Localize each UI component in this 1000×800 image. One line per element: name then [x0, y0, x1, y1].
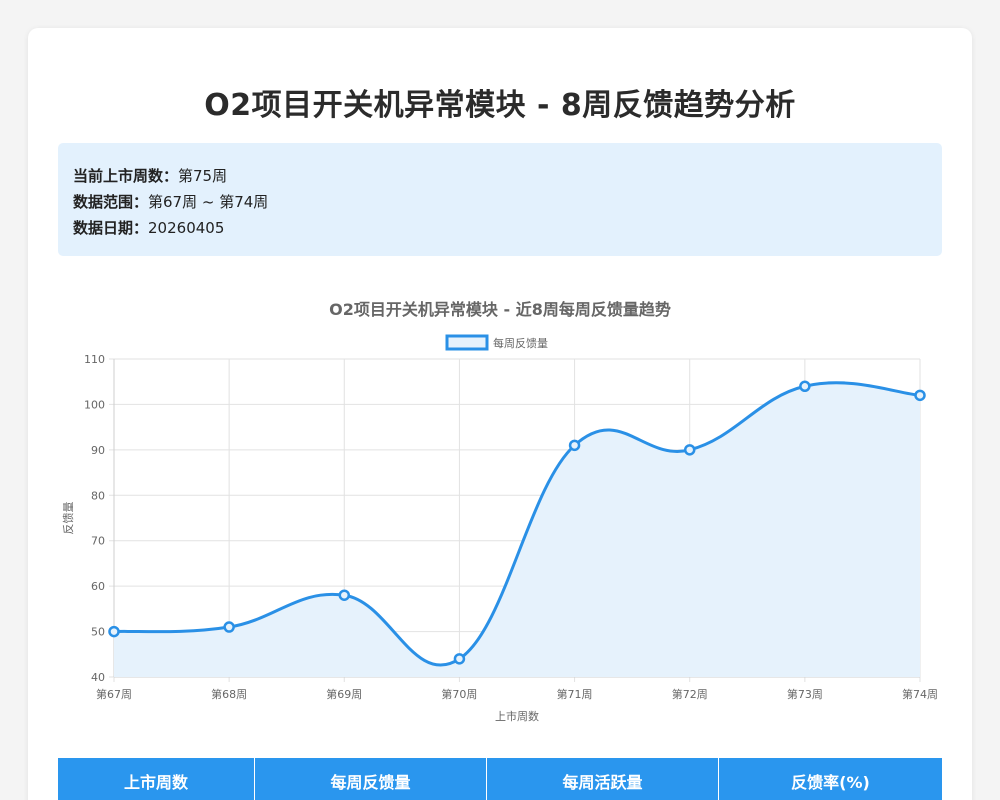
y-tick-label: 70: [91, 535, 105, 548]
x-tick-label: 第74周: [902, 687, 938, 701]
legend-swatch: [445, 334, 489, 351]
chart-title: O2项目开关机异常模块 - 近8周每周反馈量趋势: [329, 300, 671, 319]
x-tick-label: 第68周: [211, 687, 247, 701]
data-point: [223, 621, 235, 633]
info-range: 数据范围：第67周 ~ 第74周: [73, 189, 927, 215]
table-header-feedback[interactable]: 每周反馈量: [255, 758, 487, 800]
info-current-week: 当前上市周数：第75周: [73, 163, 927, 189]
series-area: [114, 382, 920, 677]
data-point: [568, 439, 581, 452]
x-tick-label: 第72周: [672, 687, 708, 701]
y-tick-label: 40: [91, 671, 105, 684]
y-tick-label: 90: [91, 444, 105, 457]
data-point: [914, 389, 926, 402]
y-axis-title: 反馈量: [62, 502, 75, 535]
info-date-value: 20260405: [148, 219, 225, 237]
x-tick-label: 第67周: [96, 687, 132, 701]
y-tick-label: 80: [91, 489, 105, 502]
info-current-week-label: 当前上市周数：: [73, 167, 179, 185]
series-line: [113, 381, 921, 667]
x-axis-title: 上市周数: [495, 709, 539, 723]
data-point: [683, 444, 696, 456]
info-panel: 当前上市周数：第75周 数据范围：第67周 ~ 第74周 数据日期：202604…: [58, 143, 942, 256]
data-point: [338, 589, 351, 601]
legend-label: 每周反馈量: [493, 336, 548, 350]
info-current-week-value: 第75周: [178, 167, 228, 185]
table-header-week[interactable]: 上市周数: [58, 758, 255, 800]
x-tick-label: 第73周: [787, 687, 823, 701]
table-header-rate[interactable]: 反馈率(%): [791, 773, 870, 792]
info-date: 数据日期：20260405: [73, 215, 927, 241]
x-tick-label: 第70周: [441, 687, 477, 701]
data-point: [453, 653, 466, 665]
legend: 每周反馈量: [445, 334, 548, 351]
trend-chart: 40 50 60 70 80 90 100 110 第67周 第68周 第69周 第70周 第71周 第7…: [62, 334, 938, 723]
data-point: [799, 380, 811, 393]
data-point: [108, 625, 120, 638]
info-range-value: 第67周 ~ 第74周: [148, 193, 269, 211]
page-title: O2项目开关机异常模块 - 8周反馈趋势分析: [204, 88, 796, 123]
y-tick-label: 60: [91, 580, 105, 593]
y-tick-label: 100: [84, 398, 105, 411]
x-tick-label: 第71周: [557, 687, 593, 701]
table-header-active[interactable]: 每周活跃量: [487, 758, 719, 800]
x-tick-label: 第69周: [326, 687, 362, 701]
info-range-label: 数据范围：: [73, 193, 149, 211]
y-tick-label: 50: [91, 626, 105, 639]
table-header-row: 上市周数 每周反馈量 每周活跃量 反馈率(%): [58, 758, 942, 800]
info-date-label: 数据日期：: [73, 219, 149, 237]
y-tick-label: 110: [84, 353, 105, 366]
